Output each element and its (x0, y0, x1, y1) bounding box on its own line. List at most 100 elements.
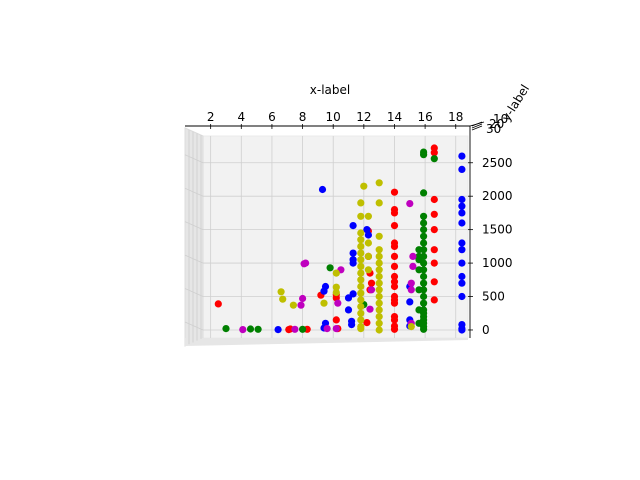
data-point (420, 212, 428, 220)
data-point (364, 252, 372, 260)
data-point (357, 236, 365, 244)
data-point (332, 325, 340, 333)
z-tick-label: 2000 (482, 189, 513, 203)
data-point (390, 252, 399, 260)
data-point (420, 232, 428, 240)
data-point (409, 252, 417, 260)
x-tick-label: 18 (448, 110, 463, 124)
data-point (357, 212, 365, 220)
data-point (332, 316, 340, 324)
x-tick-labels: 2 4 6 8 10 12 14 16 18 (207, 110, 464, 124)
data-point (375, 279, 383, 287)
data-point (420, 239, 428, 247)
data-point (430, 259, 438, 267)
back-pane (202, 135, 469, 339)
data-point (332, 283, 340, 291)
data-point (375, 199, 383, 207)
data-point (297, 301, 305, 309)
data-point (390, 272, 399, 281)
data-point (390, 292, 399, 301)
y-tick-label: 20 (489, 117, 504, 131)
axis-lines (185, 121, 485, 338)
data-point (364, 266, 372, 274)
data-point (415, 286, 423, 294)
data-point (390, 188, 399, 196)
data-point (279, 295, 287, 303)
data-point (407, 286, 415, 294)
data-point (332, 288, 340, 297)
x-tick-label: 16 (417, 110, 432, 124)
scatter-points (214, 144, 466, 334)
data-point (375, 292, 383, 301)
data-point (458, 195, 466, 204)
data-point (430, 155, 438, 163)
data-point (357, 323, 365, 331)
data-point (222, 325, 230, 333)
data-point (430, 246, 438, 254)
data-point (357, 262, 365, 270)
data-point (349, 290, 357, 298)
data-point (246, 325, 255, 333)
data-point (364, 212, 372, 220)
z-grid-line-side (184, 254, 204, 264)
data-point (415, 306, 423, 314)
floor-pane (185, 338, 468, 346)
data-point (458, 152, 466, 160)
data-point (360, 182, 368, 190)
data-point (363, 319, 371, 327)
data-point (349, 222, 357, 230)
data-point (375, 313, 383, 321)
data-point (299, 325, 307, 333)
data-point (344, 306, 353, 314)
x-axis-label: x-label (310, 83, 350, 97)
data-point (349, 249, 357, 257)
data-point (357, 316, 365, 324)
data-point (458, 272, 466, 281)
data-point (357, 289, 365, 297)
data-point (390, 239, 399, 247)
data-point (289, 301, 297, 309)
data-point (390, 206, 399, 214)
z-grid-line-side (184, 288, 204, 297)
z-tick-label: 1000 (482, 256, 513, 270)
data-point (390, 278, 399, 286)
x-tick-label: 2 (207, 110, 215, 124)
z-grid-line-side (184, 321, 204, 331)
z-grid-line-side (184, 187, 204, 197)
y-tick-mark (471, 121, 483, 127)
data-point (302, 259, 310, 267)
data-point (458, 279, 466, 287)
data-point (415, 252, 423, 260)
data-point (375, 272, 383, 281)
x-tick-label: 12 (356, 110, 371, 124)
data-point (420, 226, 428, 234)
z-tick-label: 1500 (482, 223, 513, 237)
data-point (375, 306, 383, 314)
data-point (348, 317, 356, 325)
axes-panes (184, 127, 469, 347)
x-tick-label: 6 (268, 110, 276, 124)
x-tick-label: 4 (237, 110, 245, 124)
data-point (420, 292, 428, 301)
data-point (254, 325, 262, 333)
data-point (458, 239, 466, 247)
data-point (409, 262, 417, 270)
data-point (420, 272, 428, 281)
data-point (375, 326, 383, 334)
left-pane (184, 127, 204, 347)
data-point (357, 256, 365, 264)
data-point (375, 179, 383, 187)
data-point (458, 209, 466, 217)
data-point (458, 259, 466, 267)
data-point (274, 326, 282, 334)
data-point (430, 210, 438, 218)
y-tick-label: 30 (486, 122, 501, 136)
data-point (430, 278, 438, 286)
data-point (321, 282, 330, 291)
data-point (357, 296, 365, 304)
data-point (420, 148, 428, 156)
data-point (430, 195, 438, 204)
data-point (375, 246, 383, 254)
data-point (320, 299, 328, 307)
